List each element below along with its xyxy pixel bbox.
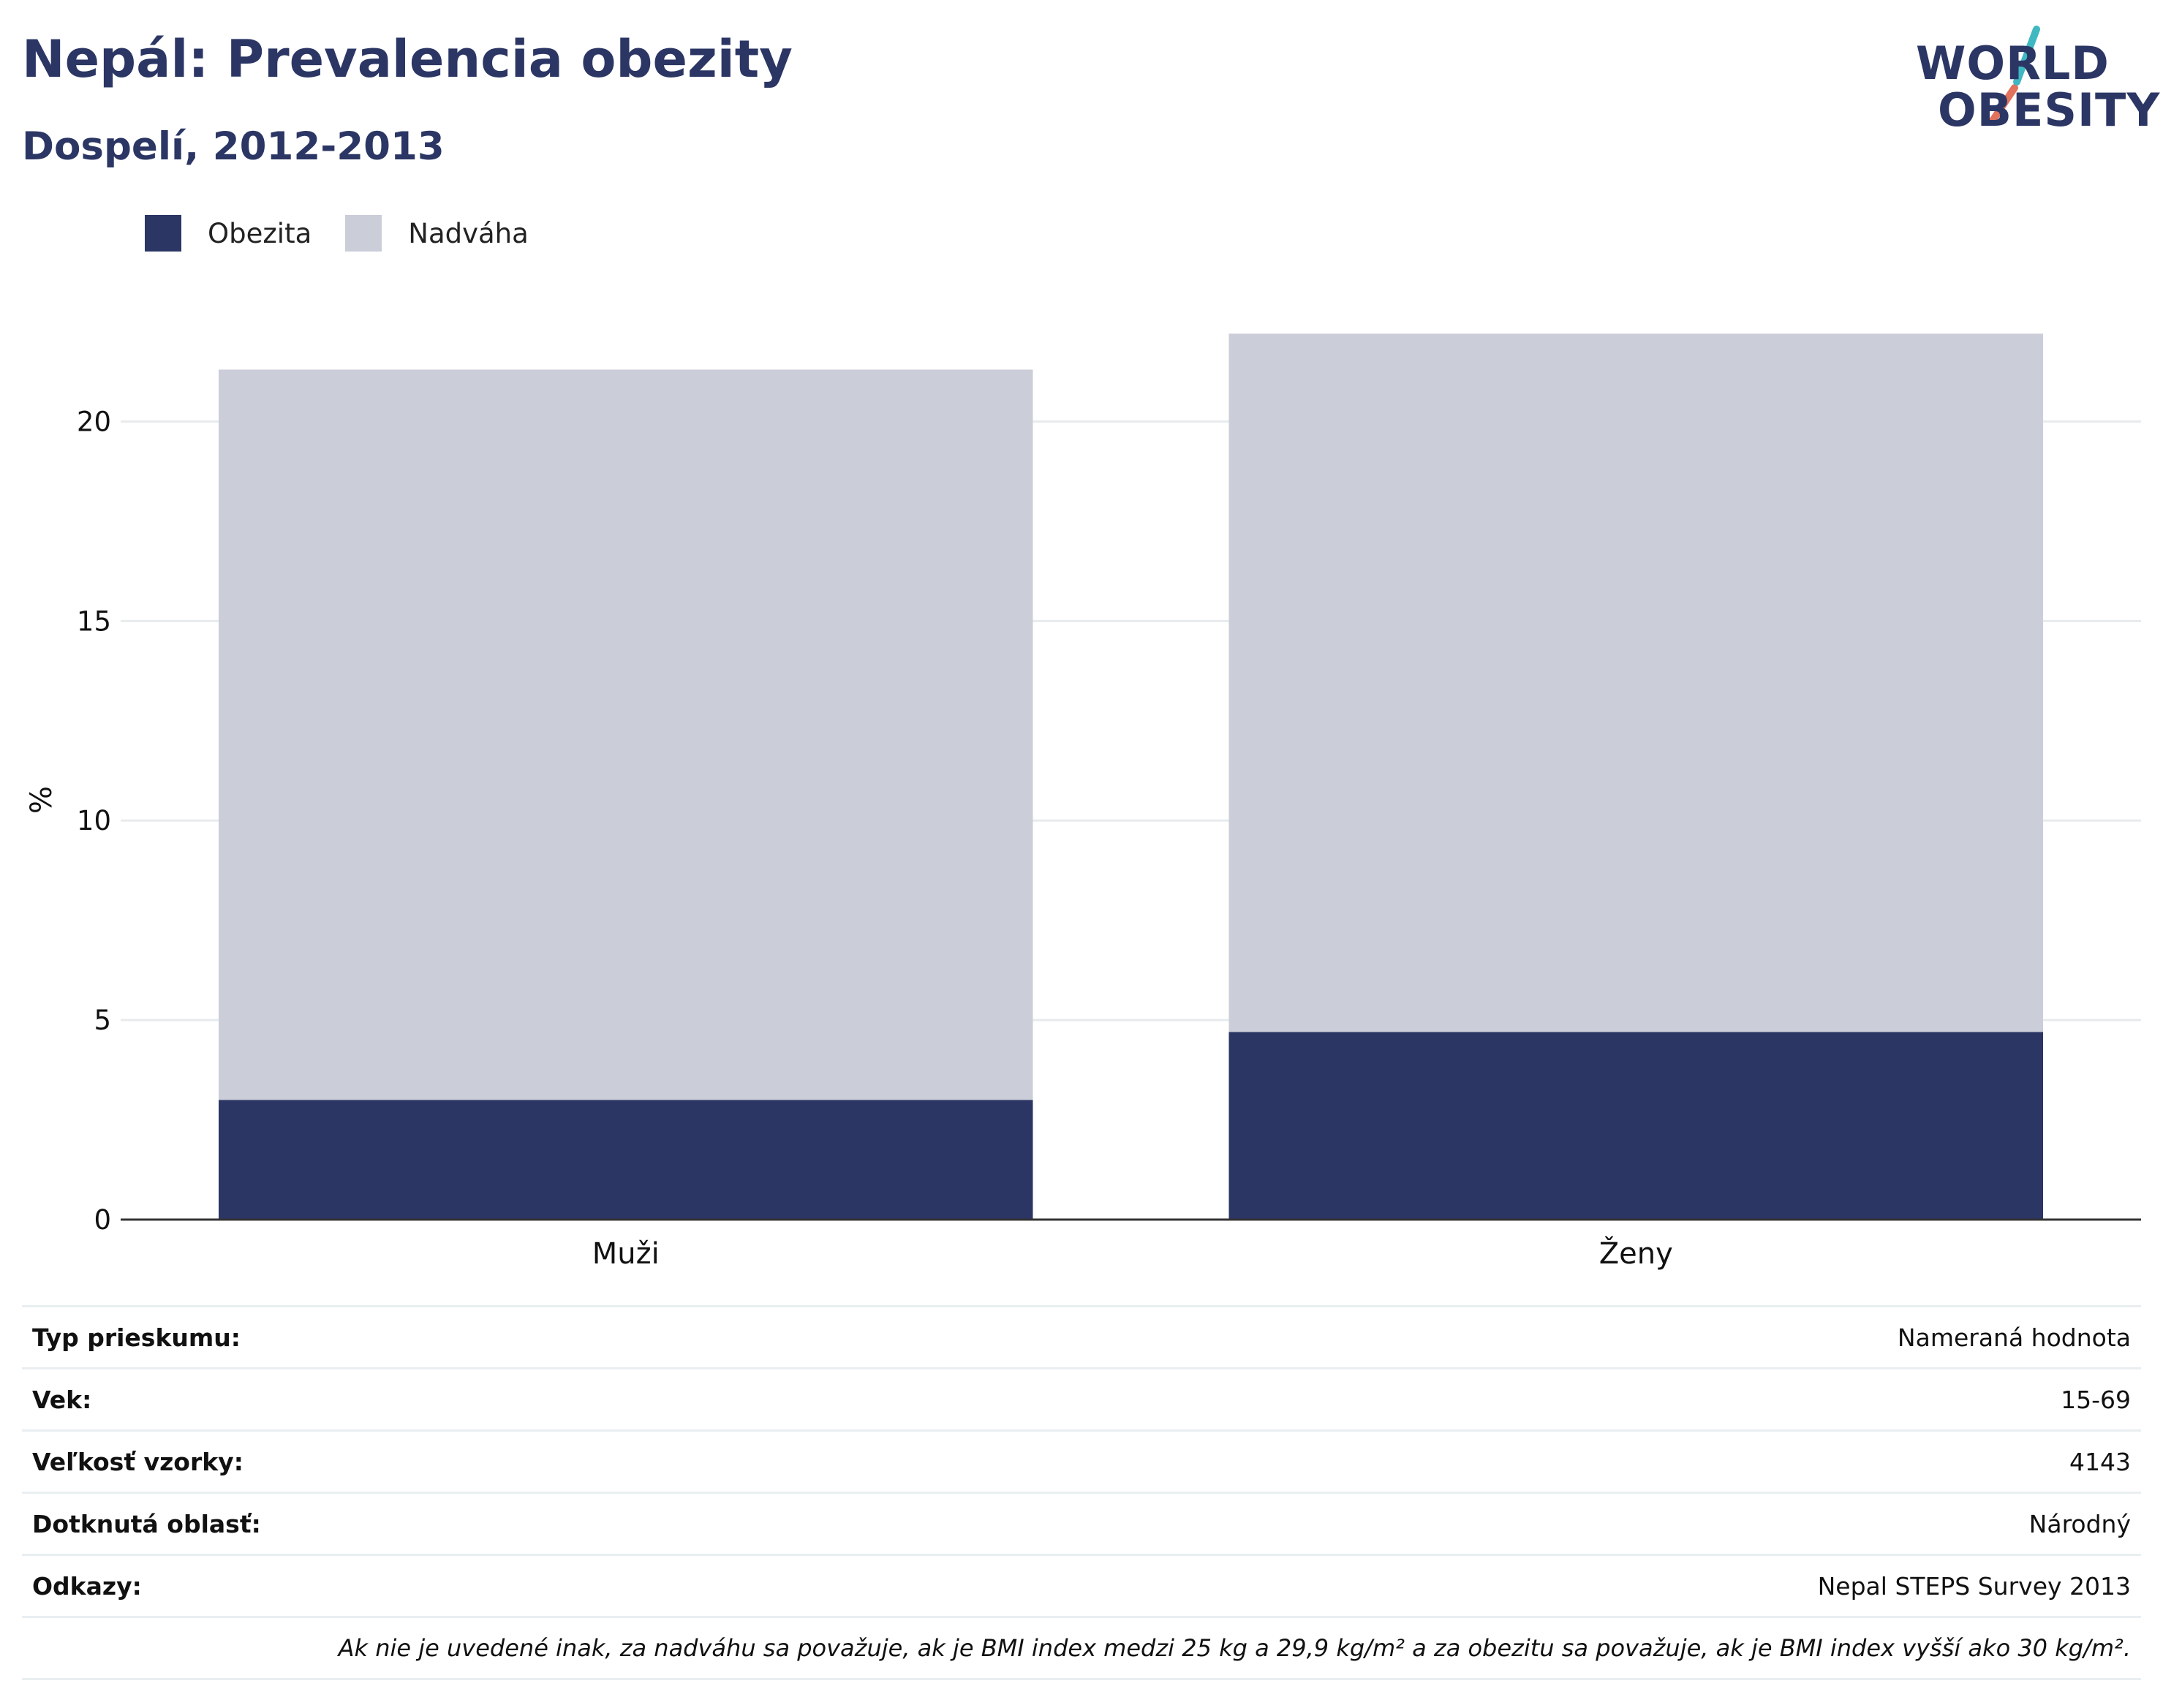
info-value: Národný	[2028, 1509, 2131, 1538]
y-tick-label: 10	[77, 805, 111, 836]
bar-overweight	[219, 369, 1033, 1100]
info-value: 4143	[2069, 1447, 2131, 1476]
logo-slash-icon	[1989, 26, 2040, 124]
legend-swatch-obesity	[145, 215, 181, 252]
bar-overweight	[1228, 333, 2043, 1032]
y-tick-label: 20	[77, 406, 111, 437]
bar-obesity	[1228, 1032, 2043, 1220]
y-axis-label: %	[25, 786, 58, 814]
info-row-age: Vek: 15-69	[22, 1367, 2141, 1429]
info-row-references: Odkazy: Nepal STEPS Survey 2013	[22, 1554, 2141, 1616]
legend-item-obesity: Obezita	[145, 215, 312, 252]
y-tick-label: 5	[94, 1005, 111, 1036]
bar-obesity	[219, 1100, 1033, 1220]
world-obesity-logo: WORLD OBESITY	[1909, 22, 2159, 154]
x-tick-label: Muži	[592, 1237, 660, 1271]
info-row-sample-size: Veľkosť vzorky: 4143	[22, 1429, 2141, 1492]
legend-swatch-overweight	[345, 215, 382, 252]
legend-label-obesity: Obezita	[208, 217, 312, 249]
x-tick-label: Ženy	[1599, 1236, 1673, 1271]
info-label: Typ prieskumu:	[32, 1323, 241, 1352]
legend-item-overweight: Nadváha	[345, 215, 529, 252]
info-label: Dotknutá oblasť:	[32, 1509, 261, 1538]
chart-subtitle: Dospelí, 2012-2013	[22, 124, 445, 169]
y-tick-label: 15	[77, 605, 111, 637]
chart-legend: Obezita Nadváha	[145, 215, 562, 252]
stacked-bar-chart: 0 5 10 15 20% Muži Ženy	[25, 333, 2141, 1271]
y-tick-label: 0	[94, 1204, 111, 1236]
info-label: Veľkosť vzorky:	[32, 1447, 244, 1476]
info-row-area: Dotknutá oblasť: Národný	[22, 1492, 2141, 1554]
info-label: Odkazy:	[32, 1571, 142, 1601]
info-label: Vek:	[32, 1385, 92, 1414]
survey-info-table: Typ prieskumu: Nameraná hodnota Vek: 15-…	[22, 1305, 2141, 1680]
logo-line-2: OBESITY	[1938, 83, 2161, 137]
bmi-definition-note: Ak nie je uvedené inak, za nadváhu sa po…	[22, 1616, 2141, 1680]
chart-title: Nepál: Prevalencia obezity	[22, 29, 793, 89]
info-value: 15-69	[2061, 1385, 2131, 1414]
info-value: Nameraná hodnota	[1897, 1323, 2131, 1352]
logo-line-1: WORLD	[1916, 37, 2110, 90]
info-value: Nepal STEPS Survey 2013	[1817, 1571, 2131, 1601]
legend-label-overweight: Nadváha	[408, 217, 529, 249]
info-row-survey-type: Typ prieskumu: Nameraná hodnota	[22, 1305, 2141, 1367]
